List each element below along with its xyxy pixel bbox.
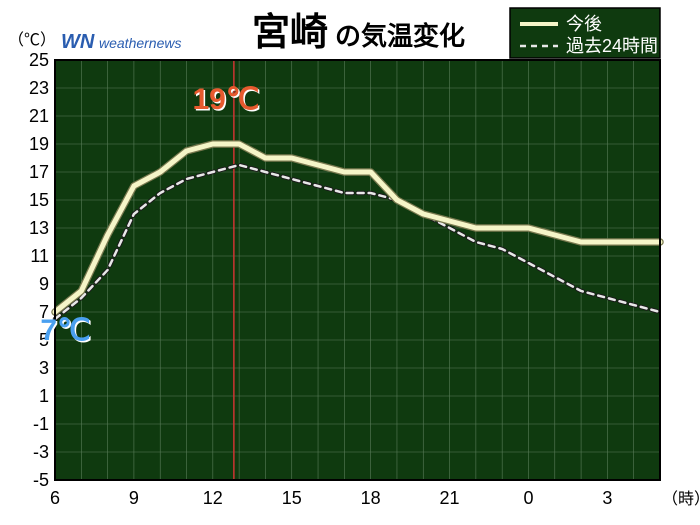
x-tick-label: 12 <box>203 488 223 508</box>
plot-area <box>55 60 660 480</box>
y-tick-label: 23 <box>29 78 49 98</box>
x-tick-label: 21 <box>440 488 460 508</box>
chart-container: -5-3-1135791113151719212325（℃）6912151821… <box>0 0 700 525</box>
y-tick-label: -3 <box>33 442 49 462</box>
x-tick-label: 9 <box>129 488 139 508</box>
x-tick-label: 6 <box>50 488 60 508</box>
x-tick-label: 15 <box>282 488 302 508</box>
temperature-chart: -5-3-1135791113151719212325（℃）6912151821… <box>0 0 700 525</box>
legend-forecast-label: 今後 <box>566 14 602 34</box>
y-tick-label: 17 <box>29 162 49 182</box>
legend-past-label: 過去24時間 <box>566 36 658 56</box>
brand-wn: WN <box>61 31 95 53</box>
y-tick-label: 1 <box>39 386 49 406</box>
y-tick-label: 13 <box>29 218 49 238</box>
annotation-start: 7℃ <box>40 314 90 347</box>
y-tick-label: 3 <box>39 358 49 378</box>
title-suffix: の気温変化 <box>335 21 465 51</box>
brand-text: weathernews <box>99 35 182 51</box>
y-tick-label: 15 <box>29 190 49 210</box>
x-axis-label: （時） <box>662 490 700 508</box>
x-tick-label: 0 <box>523 488 533 508</box>
y-tick-label: 21 <box>29 106 49 126</box>
y-axis-label: （℃） <box>8 31 56 49</box>
title-location: 宮崎 <box>252 12 328 54</box>
y-tick-label: -5 <box>33 470 49 490</box>
y-tick-label: 25 <box>29 50 49 70</box>
y-tick-label: 19 <box>29 134 49 154</box>
x-tick-label: 3 <box>602 488 612 508</box>
annotation-peak: 19℃ <box>192 83 259 116</box>
y-tick-label: -1 <box>33 414 49 434</box>
y-tick-label: 11 <box>30 246 49 266</box>
x-tick-label: 18 <box>361 488 381 508</box>
y-tick-label: 9 <box>39 274 49 294</box>
